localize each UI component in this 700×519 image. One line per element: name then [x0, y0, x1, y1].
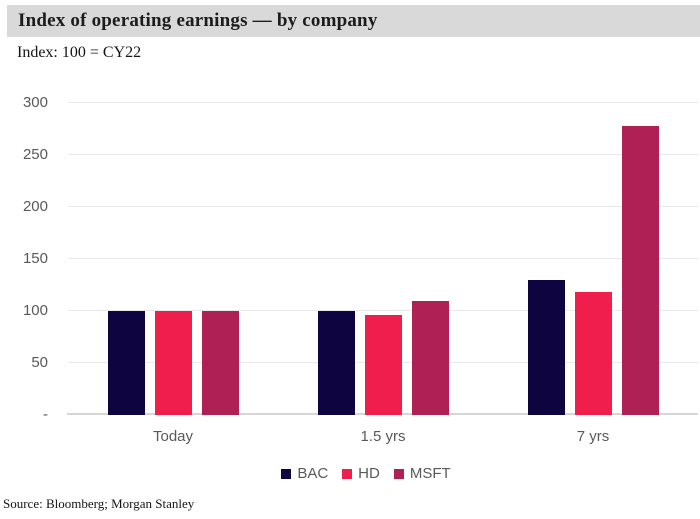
y-tick-label: 100 — [22, 302, 48, 319]
y-tick-label: - — [43, 406, 48, 423]
y-tick-label: 200 — [22, 198, 48, 215]
y-axis: 300 250 200 150 100 50 - — [0, 94, 48, 423]
legend-item-msft: MSFT — [393, 465, 451, 482]
bar-msft-1.5-yrs — [411, 300, 449, 415]
legend-item-hd: HD — [342, 465, 380, 482]
bar-hd-7-yrs — [574, 292, 612, 415]
x-tick-label-7-yrs: 7 yrs — [576, 428, 610, 445]
gridline — [68, 102, 698, 103]
chart-subtitle: Index: 100 = CY22 — [17, 44, 142, 61]
x-tick-label-1.5-yrs: 1.5 yrs — [360, 428, 406, 445]
source-note: Source: Bloomberg; Morgan Stanley — [3, 496, 195, 511]
chart-title-bar: Index of operating earnings — by company — [7, 5, 700, 37]
chart-title: Index of operating earnings — by company — [18, 10, 378, 31]
legend-swatch-hd — [342, 468, 353, 479]
bar-bac-7-yrs — [527, 279, 565, 415]
gridline — [68, 154, 698, 155]
plot-area — [67, 102, 698, 415]
y-tick-label: 300 — [22, 94, 48, 111]
bar-hd-today — [154, 311, 192, 415]
y-tick-label: 250 — [22, 146, 48, 163]
bar-hd-1.5-yrs — [364, 315, 402, 415]
bar-group-1.5-yrs — [317, 300, 449, 415]
legend-label-msft: MSFT — [409, 465, 451, 482]
x-axis-labels: Today 1.5 yrs 7 yrs — [68, 428, 698, 445]
legend-label-hd: HD — [358, 465, 380, 482]
bar-msft-today — [201, 311, 239, 415]
bar-bac-today — [107, 311, 145, 415]
bar-group-7-yrs — [527, 125, 659, 415]
bar-group-today — [107, 311, 239, 415]
bar-groups — [68, 103, 698, 415]
legend-swatch-msft — [393, 468, 404, 479]
bar-msft-7-yrs — [621, 125, 659, 415]
x-tick-label-today: Today — [152, 428, 194, 445]
bar-bac-1.5-yrs — [317, 311, 355, 415]
y-tick-label: 150 — [22, 250, 48, 267]
gridline — [68, 310, 698, 311]
legend: BAC HD MSFT — [36, 465, 696, 482]
legend-label-bac: BAC — [297, 465, 329, 482]
y-tick-label: 50 — [31, 354, 48, 371]
gridline — [68, 206, 698, 207]
legend-item-bac: BAC — [281, 465, 328, 482]
gridline — [68, 258, 698, 259]
legend-swatch-bac — [281, 468, 292, 479]
